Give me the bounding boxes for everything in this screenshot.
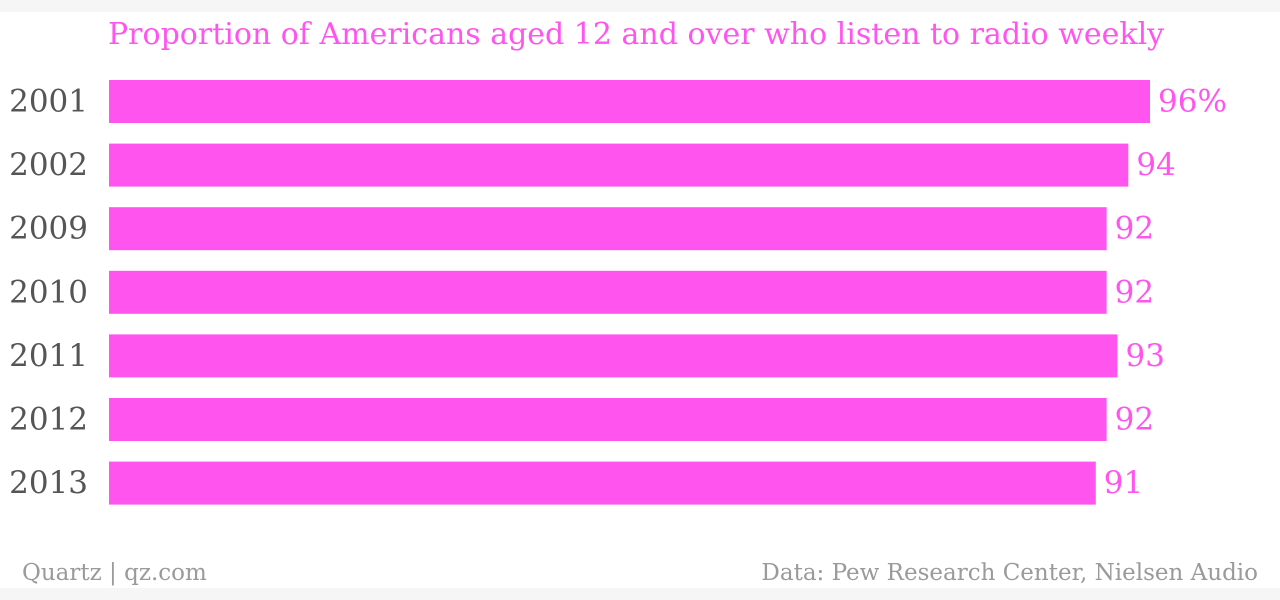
footer-source-left: Quartz | qz.com (22, 560, 207, 586)
category-label-2012: 2012 (9, 402, 88, 438)
value-label-2010: 92 (1115, 274, 1154, 310)
category-label-2009: 2009 (9, 211, 88, 247)
value-label-2002: 94 (1136, 147, 1175, 183)
bar-2011 (109, 334, 1118, 378)
value-label-2011: 93 (1125, 338, 1164, 374)
bar-2010 (109, 270, 1107, 314)
category-label-2010: 2010 (9, 274, 88, 310)
category-label-2013: 2013 (9, 465, 88, 501)
bar-2001 (109, 80, 1150, 123)
category-label-2011: 2011 (9, 338, 88, 374)
bar-2002 (109, 143, 1129, 187)
category-label-2001: 2001 (9, 84, 88, 120)
bar-2013 (109, 461, 1096, 505)
value-label-2009: 92 (1115, 211, 1154, 247)
value-label-2012: 92 (1115, 402, 1154, 438)
value-label-2013: 91 (1104, 465, 1143, 501)
bar-2012 (109, 398, 1107, 441)
bar-2009 (109, 207, 1107, 251)
footer-source-right: Data: Pew Research Center, Nielsen Audio (761, 560, 1258, 586)
chart-title: Proportion of Americans aged 12 and over… (108, 17, 1165, 52)
value-label-2001: 96% (1158, 84, 1227, 120)
category-label-2002: 2002 (9, 147, 88, 183)
